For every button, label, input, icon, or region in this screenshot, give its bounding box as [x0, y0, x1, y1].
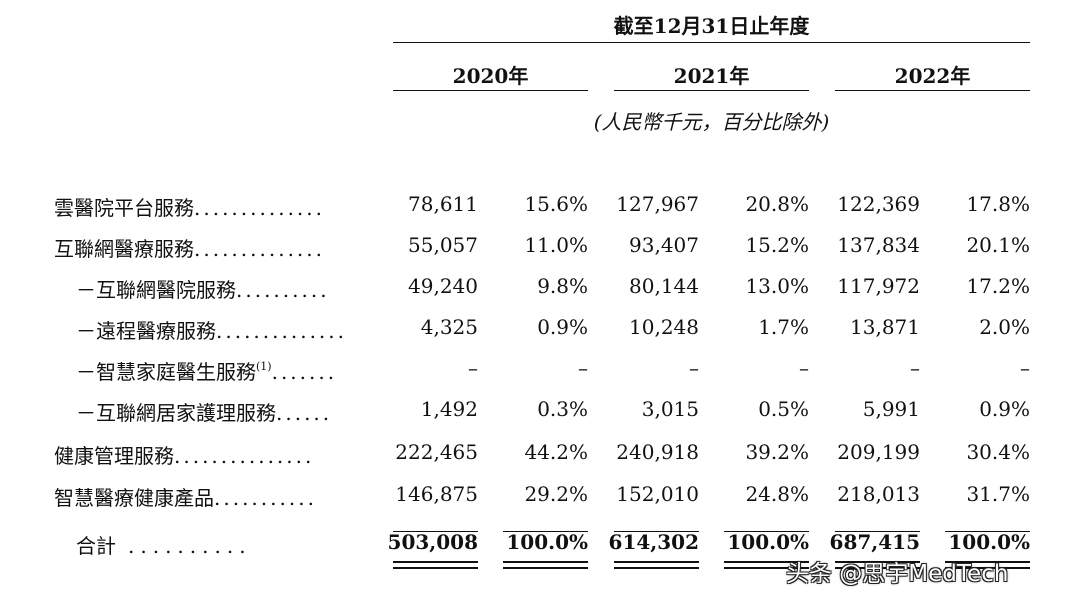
table-row: 健康管理服務............... 222,465 44.2% 240,… [0, 440, 1080, 470]
table-row: －遠程醫療服務.............. 4,325 0.9% 10,248 … [0, 315, 1080, 345]
total-2020-amount: 503,008 [387, 530, 478, 554]
table-row: 雲醫院平台服務.............. 78,611 15.6% 127,9… [0, 192, 1080, 222]
cell-2020-amount: 4,325 [420, 315, 478, 339]
cell-2021-amount: 127,967 [616, 192, 699, 216]
cell-2020-pct: 11.0% [524, 233, 588, 257]
cell-2020-pct: 0.3% [537, 397, 588, 421]
row-label: 健康管理服務............... [54, 444, 315, 468]
unit-note: (人民幣千元，百分比除外) [593, 110, 830, 134]
cell-2021-amount: 93,407 [629, 233, 699, 257]
cell-2021-amount: 3,015 [641, 397, 699, 421]
period-rule [393, 42, 1030, 43]
cell-2021-pct: – [799, 356, 809, 380]
row-label: －互聯網醫院服務.......... [76, 278, 330, 302]
cell-2022-amount: 5,991 [862, 397, 920, 421]
cell-2020-pct: 0.9% [537, 315, 588, 339]
cell-2022-amount: 209,199 [837, 440, 920, 464]
subtotal-rule [503, 531, 588, 532]
cell-2021-amount: 80,144 [629, 274, 699, 298]
cell-2020-pct: – [578, 356, 588, 380]
cell-2022-amount: 137,834 [837, 233, 920, 257]
total-double-rule [393, 561, 478, 569]
cell-2021-amount: 240,918 [616, 440, 699, 464]
cell-2020-amount: 78,611 [408, 192, 478, 216]
cell-2022-amount: 13,871 [850, 315, 920, 339]
row-label: －遠程醫療服務.............. [76, 319, 348, 343]
cell-2022-amount: 117,972 [837, 274, 920, 298]
cell-2022-pct: 31.7% [966, 482, 1030, 506]
cell-2020-amount: 55,057 [408, 233, 478, 257]
total-double-rule [945, 561, 1030, 569]
total-2021-pct: 100.0% [727, 530, 809, 554]
footnote-marker: (1) [256, 360, 272, 373]
cell-2021-pct: 20.8% [745, 192, 809, 216]
table-row: －互聯網醫院服務.......... 49,240 9.8% 80,144 13… [0, 274, 1080, 304]
total-2021-amount: 614,302 [608, 530, 699, 554]
year-header-2020: 2020年 [452, 64, 529, 88]
table-row: 互聯網醫療服務.............. 55,057 11.0% 93,40… [0, 233, 1080, 263]
subtotal-rule [945, 531, 1030, 532]
cell-2021-pct: 24.8% [745, 482, 809, 506]
subtotal-rule [393, 531, 478, 532]
total-double-rule [614, 561, 699, 569]
cell-2020-amount: 49,240 [408, 274, 478, 298]
cell-2022-pct: 17.8% [966, 192, 1030, 216]
total-double-rule [503, 561, 588, 569]
cell-2022-pct: 30.4% [966, 440, 1030, 464]
row-label: 雲醫院平台服務.............. [54, 196, 326, 220]
row-label: 智慧醫療健康產品........... [54, 486, 317, 510]
year-rule-2021 [614, 90, 809, 91]
cell-2021-amount: – [689, 356, 699, 380]
cell-2022-amount: 218,013 [837, 482, 920, 506]
cell-2021-pct: 1.7% [758, 315, 809, 339]
total-2022-pct: 100.0% [948, 530, 1030, 554]
row-label: －智慧家庭醫生服務(1)....... [76, 360, 338, 384]
cell-2021-pct: 39.2% [745, 440, 809, 464]
total-row: 合計.......... 503,008 100.0% 614,302 100.… [0, 530, 1080, 560]
cell-2022-amount: 122,369 [837, 192, 920, 216]
cell-2022-pct: – [1020, 356, 1030, 380]
cell-2021-amount: 152,010 [616, 482, 699, 506]
period-header: 截至12月31日止年度 [613, 14, 810, 38]
total-double-rule [724, 561, 809, 569]
cell-2020-pct: 15.6% [524, 192, 588, 216]
year-header-2021: 2021年 [673, 64, 750, 88]
total-2022-amount: 687,415 [829, 530, 920, 554]
cell-2020-pct: 29.2% [524, 482, 588, 506]
cell-2021-pct: 13.0% [745, 274, 809, 298]
table-row: 智慧醫療健康產品........... 146,875 29.2% 152,01… [0, 482, 1080, 512]
table-row: －互聯網居家護理服務...... 1,492 0.3% 3,015 0.5% 5… [0, 397, 1080, 427]
cell-2020-amount: – [468, 356, 478, 380]
cell-2022-pct: 0.9% [979, 397, 1030, 421]
year-rule-2020 [393, 90, 588, 91]
cell-2020-amount: 222,465 [395, 440, 478, 464]
row-label: 互聯網醫療服務.............. [54, 237, 326, 261]
total-label: 合計.......... [76, 534, 252, 558]
cell-2021-amount: 10,248 [629, 315, 699, 339]
cell-2022-amount: – [910, 356, 920, 380]
cell-2020-pct: 44.2% [524, 440, 588, 464]
subtotal-rule [614, 531, 699, 532]
table-row: －智慧家庭醫生服務(1)....... – – – – – – [0, 356, 1080, 386]
cell-2020-pct: 9.8% [537, 274, 588, 298]
cell-2021-pct: 15.2% [745, 233, 809, 257]
cell-2022-pct: 2.0% [979, 315, 1030, 339]
total-double-rule [835, 561, 920, 569]
cell-2022-pct: 20.1% [966, 233, 1030, 257]
subtotal-rule [724, 531, 809, 532]
row-label: －互聯網居家護理服務...... [76, 401, 333, 425]
year-rule-2022 [835, 90, 1030, 91]
cell-2021-pct: 0.5% [758, 397, 809, 421]
cell-2022-pct: 17.2% [966, 274, 1030, 298]
cell-2020-amount: 146,875 [395, 482, 478, 506]
year-header-2022: 2022年 [894, 64, 971, 88]
subtotal-rule [835, 531, 920, 532]
cell-2020-amount: 1,492 [420, 397, 478, 421]
watermark: 头条 @思宇MedTech [786, 561, 1009, 587]
total-2020-pct: 100.0% [506, 530, 588, 554]
